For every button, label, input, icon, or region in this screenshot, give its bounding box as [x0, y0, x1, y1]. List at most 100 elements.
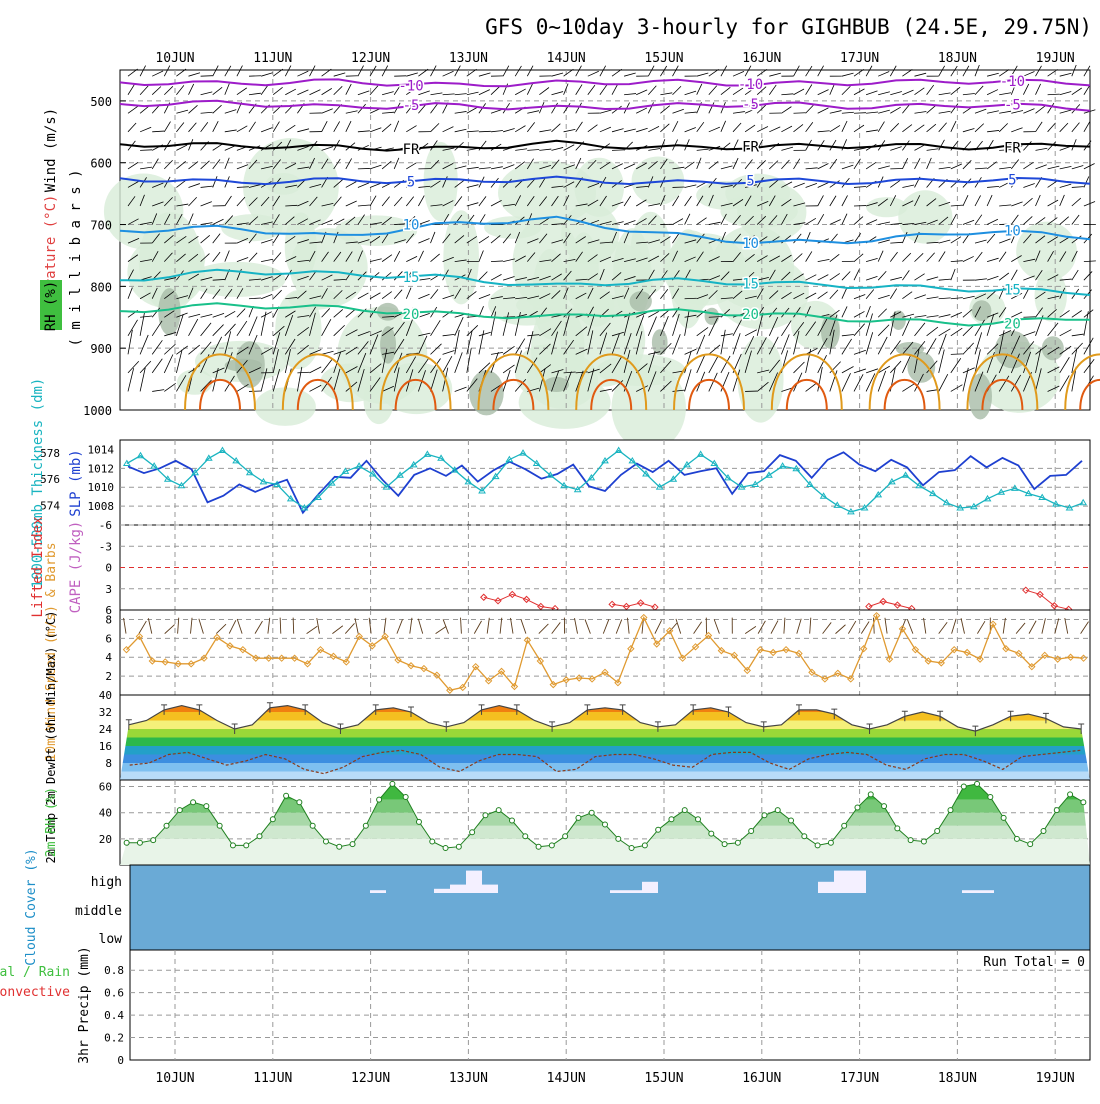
top-date-label: 14JUN [547, 51, 586, 66]
rh-marker [629, 846, 634, 851]
isotherm-label: -10 [738, 77, 763, 93]
top-date-label: 16JUN [742, 51, 781, 66]
temperature-tick-label: 8 [105, 757, 112, 770]
temperature-band [120, 729, 1090, 738]
rh-marker [975, 781, 980, 786]
lifted-tick-label: -3 [99, 540, 112, 553]
lifted-tick-label: 0 [105, 562, 112, 575]
rh-marker [882, 804, 887, 809]
bottom-date-label: 17JUN [840, 1071, 879, 1086]
ylabel-rh2m: 2m RH (%) [44, 787, 59, 857]
rh-band [120, 839, 1090, 865]
rh-marker [549, 843, 554, 848]
isotherm-label: FR [1004, 140, 1021, 156]
wind10m-tick-label: 2 [105, 670, 112, 683]
rh-shade-blob [255, 387, 316, 426]
pressure-tick-label: 700 [90, 219, 112, 233]
wind-barb [479, 131, 491, 132]
rh-shade-blob-dark [630, 291, 652, 311]
temperature-tick-label: 16 [99, 740, 112, 753]
rh-marker [815, 843, 820, 848]
bottom-date-label: 15JUN [644, 1071, 683, 1086]
rh-marker [616, 836, 621, 841]
rh-marker [230, 843, 235, 848]
rh-marker [682, 808, 687, 813]
isotherm-label: -5 [742, 97, 759, 113]
top-date-label: 17JUN [840, 51, 879, 66]
precip-tick-label: 0.6 [104, 987, 124, 1000]
isotherm-label: 20 [403, 307, 420, 323]
rh-marker [722, 842, 727, 847]
wind-barb [140, 150, 152, 151]
rh-marker [1081, 800, 1086, 805]
pressure-tick-label: 500 [90, 95, 112, 109]
bottom-date-label: 19JUN [1036, 1071, 1075, 1086]
cloud-high-bar [962, 890, 978, 893]
rh-marker [310, 823, 315, 828]
rh-marker [802, 834, 807, 839]
bottom-date-label: 14JUN [547, 1071, 586, 1086]
isotherm-label: -10 [1000, 74, 1025, 90]
wind-barb [794, 113, 806, 114]
rh-marker [935, 829, 940, 834]
top-date-label: 10JUN [155, 51, 194, 66]
rh-marker [828, 840, 833, 845]
rh-tick-label: 60 [99, 781, 112, 794]
bottom-date-label: 10JUN [155, 1071, 194, 1086]
bottom-date-label: 16JUN [742, 1071, 781, 1086]
cloud-high-bar [434, 889, 450, 893]
precip-tick-label: 0.8 [104, 964, 124, 977]
rh-marker [948, 808, 953, 813]
temperature-band [120, 746, 1090, 755]
rh-marker [895, 826, 900, 831]
isotherm-label: 15 [403, 270, 420, 286]
rh-marker [669, 817, 674, 822]
rh-marker [257, 834, 262, 839]
cloud-tick-label: high [91, 875, 122, 890]
isotherm-label: -5 [1004, 98, 1021, 114]
ylabel-wind: Wind (m/s) [43, 108, 59, 192]
slp-tick-label: 1008 [88, 500, 115, 513]
rh-marker [151, 838, 156, 843]
temperature-band [120, 772, 1090, 781]
rh-shade-blob [275, 290, 321, 369]
rh-marker [137, 840, 142, 845]
rh-shade-blob [424, 142, 458, 221]
bottom-date-label: 12JUN [351, 1071, 390, 1086]
rh-marker [775, 808, 780, 813]
rh-marker [642, 843, 647, 848]
rh-marker [496, 808, 501, 813]
isotherm-label: 10 [1004, 224, 1021, 240]
rh-marker [124, 840, 129, 845]
rh-marker [430, 839, 435, 844]
top-date-label: 18JUN [938, 51, 977, 66]
rh-marker [270, 817, 275, 822]
rh-marker [523, 834, 528, 839]
rh-marker [284, 793, 289, 798]
rh-marker [1054, 808, 1059, 813]
pressure-tick-label: 600 [90, 157, 112, 171]
ylabel-precip: 3hr Precip (mm) [77, 946, 92, 1063]
rh-marker [1041, 829, 1046, 834]
isotherm-label: -10 [398, 78, 423, 94]
rh-marker [603, 822, 608, 827]
isotherm-label: 10 [742, 236, 759, 252]
bottom-date-label: 11JUN [253, 1071, 292, 1086]
rh-marker [1068, 792, 1073, 797]
rh-marker [988, 795, 993, 800]
rh-marker [350, 842, 355, 847]
rh-shade-blob-dark [705, 308, 720, 325]
wind-barb [1023, 317, 1035, 318]
precip-ticks: 0.80.60.40.20 [104, 964, 124, 1067]
rh-marker [377, 797, 382, 802]
chart-title: GFS 0~10day 3-hourly for GIGHBUB (24.5E,… [485, 15, 1092, 39]
rh-marker [244, 843, 249, 848]
rh-tick-label: 40 [99, 807, 112, 820]
rh-marker [709, 831, 714, 836]
